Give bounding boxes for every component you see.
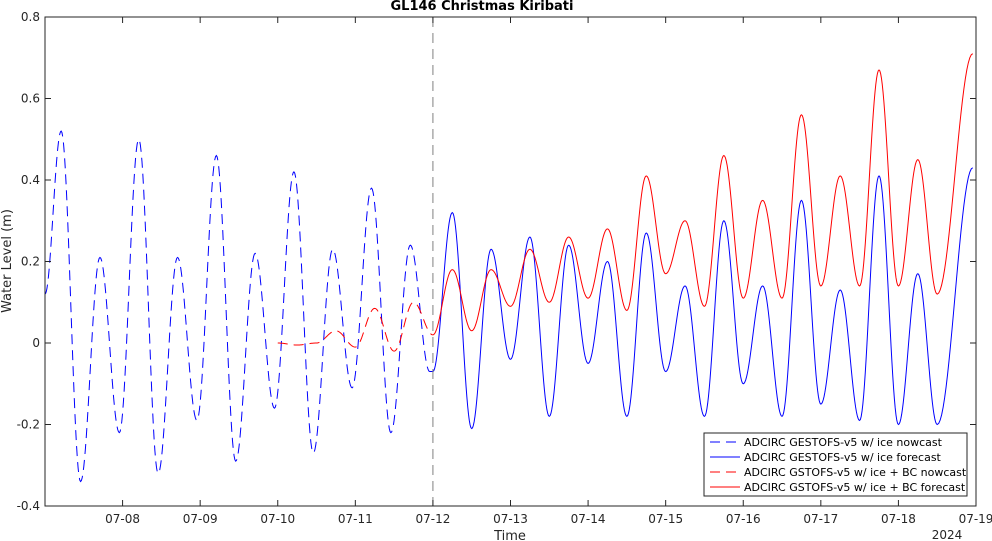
series-line-3 (432, 53, 974, 336)
x-tick-label: 07-12 (415, 512, 450, 526)
x-tick-label: 07-18 (881, 512, 916, 526)
x-tick-label: 07-19 (959, 512, 992, 526)
y-tick-label: -0.2 (17, 418, 40, 432)
chart-title: GL146 Christmas Kiribati (391, 0, 574, 14)
series-layer (44, 53, 974, 483)
y-tick-label: 0.4 (21, 173, 40, 187)
y-tick-label: 0.2 (21, 255, 40, 269)
x-tick-label: 07-16 (726, 512, 761, 526)
series-line-2 (277, 301, 434, 352)
series-line-1 (432, 167, 974, 430)
legend-label-3: ADCIRC GSTOFS-v5 w/ ice + BC forecast (744, 481, 966, 494)
legend: ADCIRC GESTOFS-v5 w/ ice nowcast ADCIRC … (703, 432, 968, 497)
legend-label-0: ADCIRC GESTOFS-v5 w/ ice nowcast (744, 436, 943, 449)
x-axis-title: Time (493, 529, 526, 541)
y-tick-label: 0.6 (21, 92, 40, 106)
x-axis: 07-08 07-09 07-10 07-11 07-12 07-13 07-14 07-15… (105, 17, 992, 526)
y-tick-label: 0.8 (21, 10, 40, 24)
y-axis: -0.4 -0.2 0 0.2 0.4 0.6 0.8 (17, 10, 976, 513)
x-tick-label: 07-09 (183, 512, 218, 526)
x-tick-label: 07-14 (571, 512, 606, 526)
x-tick-label: 07-08 (105, 512, 140, 526)
legend-box (703, 432, 968, 497)
x-tick-label: 07-11 (338, 512, 373, 526)
legend-label-1: ADCIRC GESTOFS-v5 w/ ice forecast (744, 451, 942, 464)
y-tick-label: 0 (32, 336, 40, 350)
year-label: 2024 (932, 528, 963, 541)
x-tick-label: 07-15 (648, 512, 683, 526)
y-tick-label: -0.4 (17, 499, 40, 513)
y-axis-title: Water Level (m) (0, 209, 15, 313)
legend-label-2: ADCIRC GSTOFS-v5 w/ ice + BC nowcast (744, 466, 967, 479)
x-tick-label: 07-10 (260, 512, 295, 526)
series-line-0 (44, 130, 433, 483)
x-tick-label: 07-17 (803, 512, 838, 526)
x-tick-label: 07-13 (493, 512, 528, 526)
plot-area (45, 17, 976, 506)
